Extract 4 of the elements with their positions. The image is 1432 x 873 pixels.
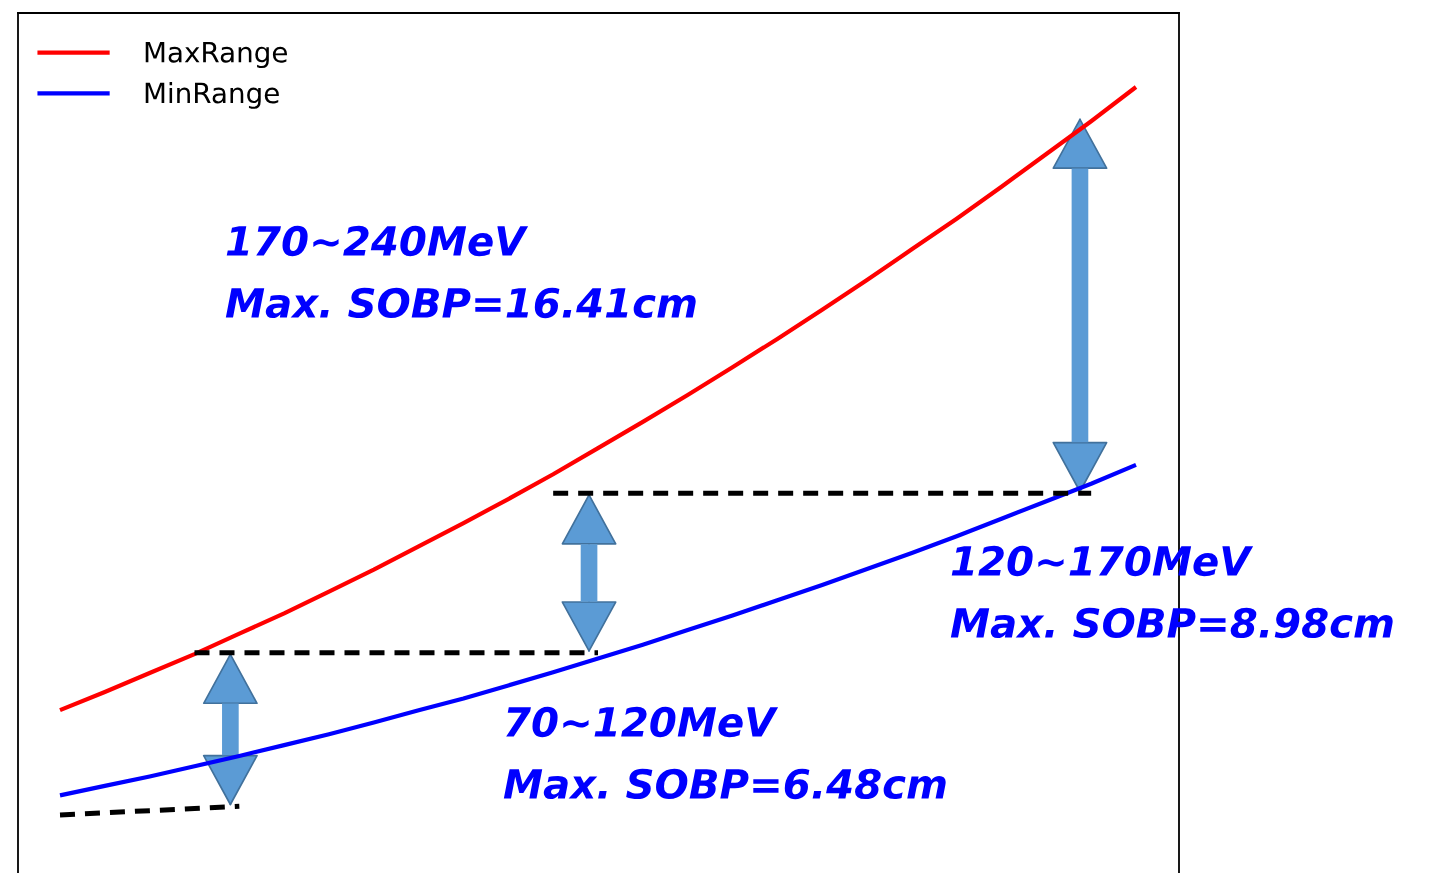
legend-label: MinRange	[145, 81, 279, 109]
legend-label: MaxRange	[145, 42, 287, 69]
annotation: 170~240MeV Max. SOBP=16.41cm	[225, 225, 696, 319]
annotation: 70~120MeV Max. SOBP=6.48cm	[503, 706, 946, 800]
